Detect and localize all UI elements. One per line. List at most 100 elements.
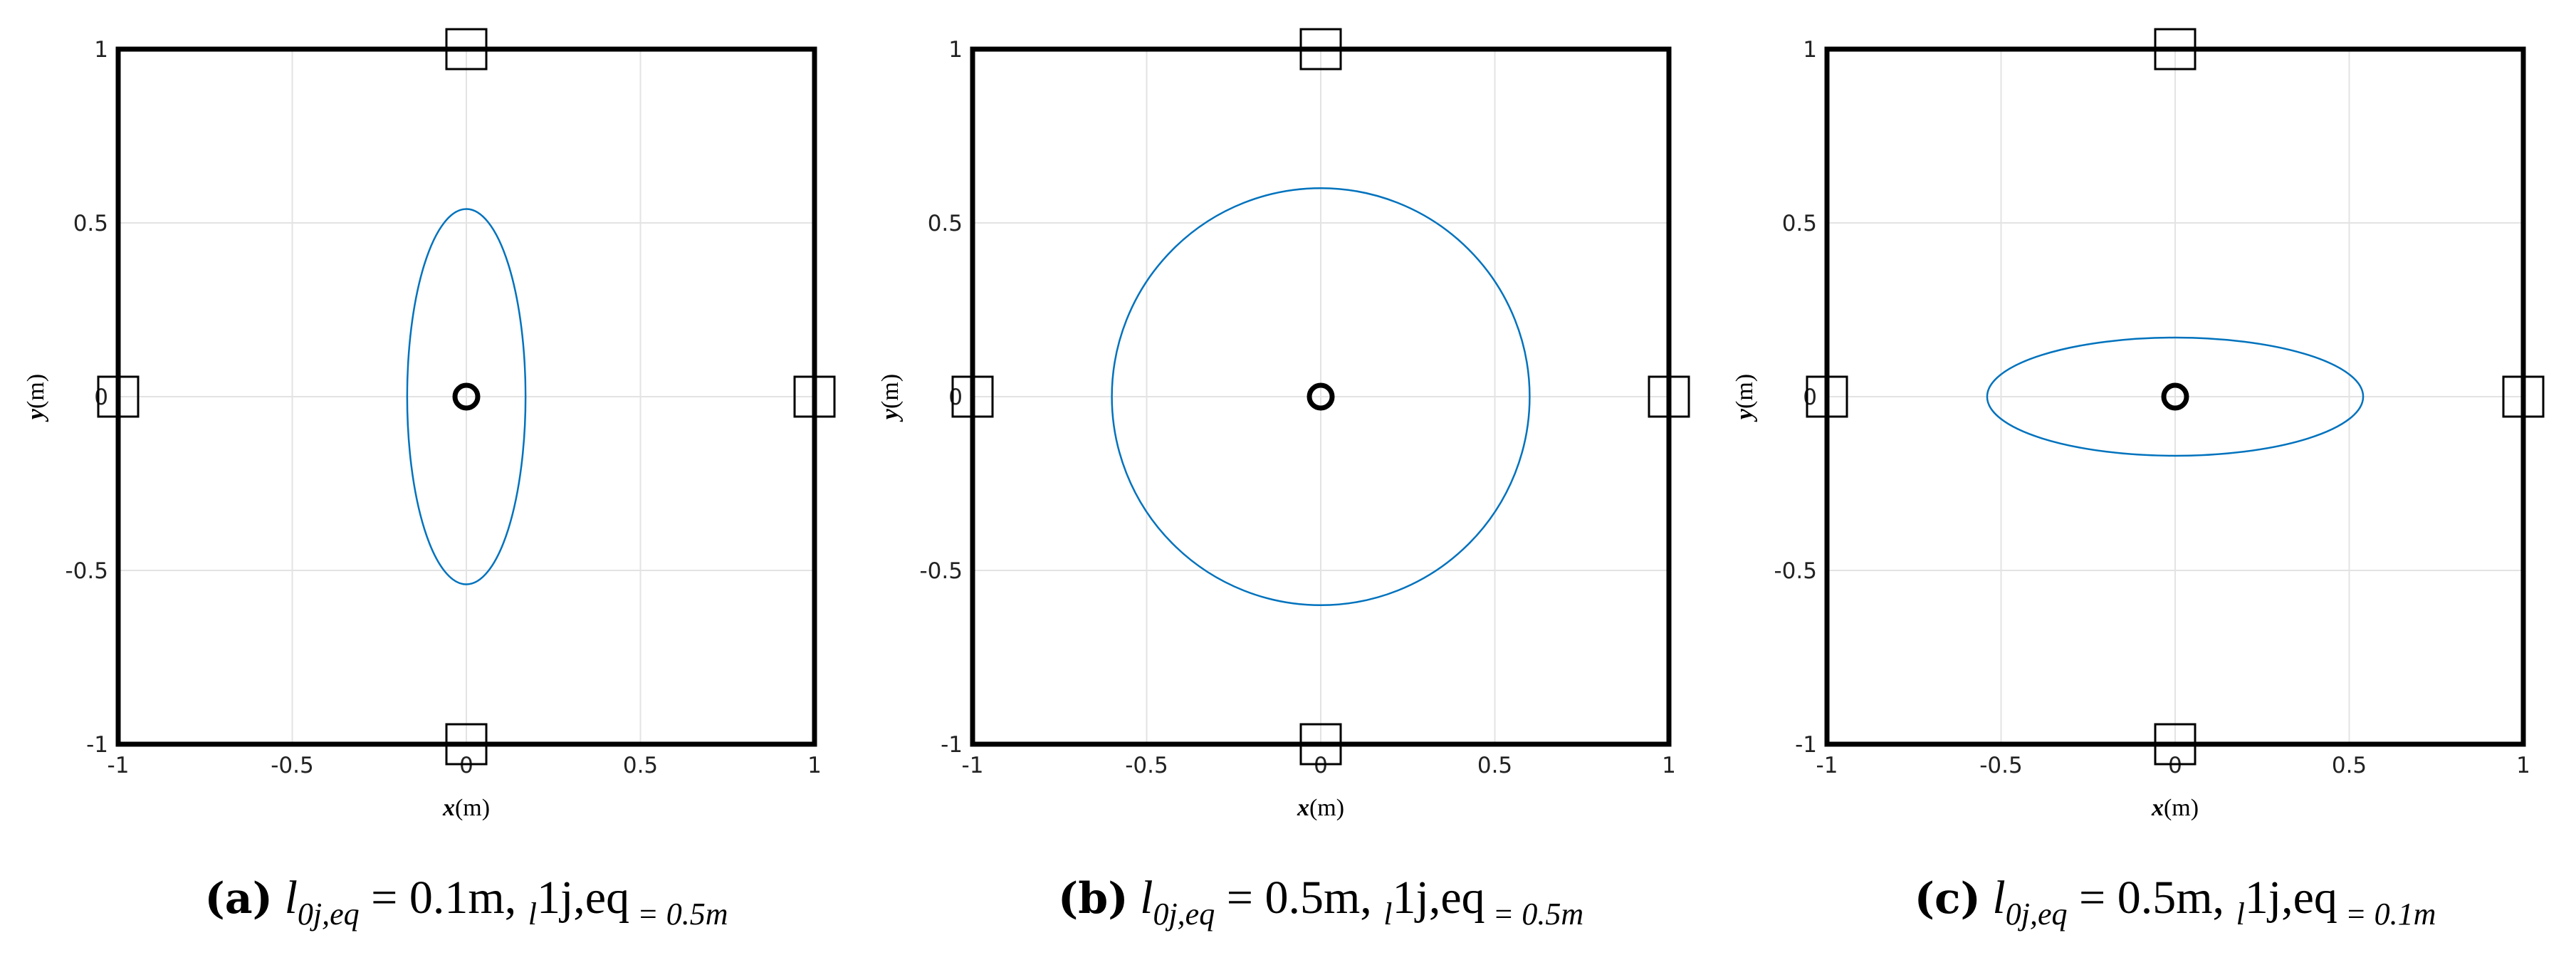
y-tick-label: 0 (94, 385, 108, 410)
x-tick-label: 1 (1662, 753, 1676, 778)
x-axis-label: x(m) (1297, 795, 1344, 821)
caption: (c) l0j,eq = 0.5m, l1j,eq = 0.1m (1915, 872, 2436, 931)
x-axis-unit: (m) (1309, 795, 1344, 821)
caption-label: (a) (204, 874, 273, 924)
caption-sub: l (2236, 897, 2245, 931)
anchor-square (1648, 375, 1690, 418)
y-tick-label: -0.5 (920, 558, 963, 584)
x-axis-label: x(m) (442, 795, 490, 821)
anchor-square (2154, 28, 2197, 71)
y-tick-label: 0.5 (1782, 211, 1817, 236)
y-tick-label: 1 (948, 37, 963, 63)
x-tick-label: 0.5 (2332, 753, 2367, 778)
x-tick-label: 0 (459, 753, 473, 778)
x-axis-label: x(m) (2151, 795, 2199, 821)
caption: (b) l0j,eq = 0.5m, l1j,eq = 0.5m (1058, 872, 1583, 931)
panel: -1 -0.5 0 0.5 1-1-0.500.51x(m)y(m)(b) l0j,eq… (877, 28, 1690, 931)
caption-sub: 0j,eq (298, 897, 360, 931)
y-axis-label: y(m) (877, 374, 904, 422)
y-tick-label: -1 (86, 732, 108, 758)
caption-rest: = 0.5m, (1215, 872, 1383, 924)
caption-label: (c) (1915, 874, 1981, 924)
caption-sub: 0j,eq (2006, 897, 2068, 931)
x-tick-label: -0.5 (271, 753, 314, 778)
x-tick-label: -0.5 (1125, 753, 1168, 778)
caption-space (1981, 872, 1993, 924)
x-tick-label: 1 (2516, 753, 2530, 778)
caption-sub: = 0.1m (2337, 897, 2436, 931)
x-tick-label: 1 (807, 753, 822, 778)
anchor-square (445, 28, 488, 71)
anchor-square (951, 375, 994, 418)
caption-label: (b) (1058, 874, 1129, 924)
y-tick-label: -1 (941, 732, 963, 758)
panel: -1 -0.5 0 0.5 1-1-0.500.51x(m)y(m)(a) l0j,eq… (23, 28, 836, 931)
x-axis-unit: (m) (455, 795, 490, 821)
anchor-square (97, 375, 140, 418)
anchor-square (793, 375, 836, 418)
caption-var: l (1140, 872, 1153, 924)
anchor-square (445, 723, 488, 766)
plot-frame (115, 46, 817, 747)
y-axis-label: y(m) (1732, 374, 1758, 422)
caption-sub: l (1383, 897, 1392, 931)
y-axis-label: y(m) (23, 374, 49, 422)
anchor-square (2154, 723, 2197, 766)
x-tick-label: -0.5 (1979, 753, 2023, 778)
anchor-square (2502, 375, 2545, 418)
x-tick-label: -1 (108, 753, 130, 778)
x-axis-unit: (m) (2164, 795, 2199, 821)
center-marker (1307, 382, 1335, 411)
y-axis-var: y (1732, 408, 1758, 422)
caption-space (1129, 872, 1141, 924)
center-marker (2161, 382, 2189, 411)
caption-sub: 0j,eq (1153, 897, 1215, 931)
x-tick-label: -1 (1816, 753, 1838, 778)
caption-space (273, 872, 285, 924)
anchor-square (1806, 375, 1848, 418)
y-axis-unit: (m) (23, 374, 49, 409)
x-axis-var: x (442, 795, 455, 821)
caption-sub: = 0.5m (1485, 897, 1583, 931)
caption-rest: 1j,eq (537, 872, 629, 924)
caption: (a) l0j,eq = 0.1m, l1j,eq = 0.5m (204, 872, 728, 931)
center-marker (452, 382, 481, 411)
panel: -1 -0.5 0 0.5 1-1-0.500.51x(m)y(m)(c) l0j,eq… (1732, 28, 2545, 931)
ellipse (1111, 187, 1531, 607)
caption-rest: = 0.1m, (360, 872, 528, 924)
y-tick-label: 0.5 (928, 211, 963, 236)
y-tick-label: 0 (1803, 385, 1817, 410)
y-tick-label: -1 (1795, 732, 1817, 758)
y-tick-label: 0.5 (73, 211, 108, 236)
anchor-square (1299, 723, 1342, 766)
anchor-square (1299, 28, 1342, 71)
caption-sub: l (528, 897, 537, 931)
x-tick-label: 0.5 (1477, 753, 1512, 778)
y-axis-unit: (m) (1732, 374, 1758, 409)
caption-rest: 1j,eq (1393, 872, 1485, 924)
caption-sub: = 0.5m (629, 897, 728, 931)
y-axis-unit: (m) (877, 374, 904, 409)
x-tick-label: 0.5 (623, 753, 658, 778)
caption-var: l (285, 872, 298, 924)
y-tick-label: -0.5 (1774, 558, 1818, 584)
plot-frame (970, 46, 1672, 747)
y-tick-label: 0 (948, 385, 963, 410)
x-tick-label: -1 (962, 753, 984, 778)
x-axis-var: x (2151, 795, 2164, 821)
ellipse (1986, 336, 2365, 457)
y-tick-label: 1 (94, 37, 108, 63)
x-tick-label: 0 (1314, 753, 1328, 778)
y-axis-var: y (23, 408, 49, 422)
caption-rest: 1j,eq (2245, 872, 2337, 924)
y-tick-label: -0.5 (66, 558, 109, 584)
plot-frame (1824, 46, 2526, 747)
y-axis-var: y (877, 408, 904, 422)
x-tick-label: 0 (2168, 753, 2182, 778)
ellipse (406, 208, 527, 585)
caption-rest: = 0.5m, (2068, 872, 2236, 924)
y-tick-label: 1 (1803, 37, 1817, 63)
x-axis-var: x (1297, 795, 1309, 821)
